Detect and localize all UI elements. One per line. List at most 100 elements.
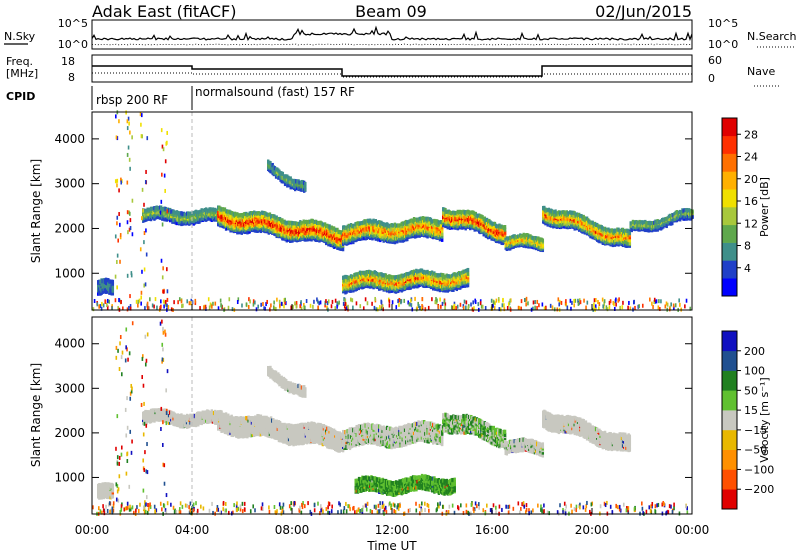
- echo-cell: [274, 306, 276, 311]
- echo-cell: [603, 301, 605, 306]
- echo-cell: [538, 303, 540, 308]
- echo-cell: [137, 303, 139, 308]
- echo-cell: [173, 300, 175, 305]
- echo-cell: [658, 299, 660, 304]
- nsky-frame: [91, 19, 693, 50]
- echo-cell: [628, 230, 632, 236]
- nsky-series: [91, 25, 693, 42]
- echo-cell: [313, 299, 315, 304]
- echo-cell: [440, 304, 442, 309]
- cpid-panel: CPID rbsp 200 RF normalsound (fast) 157 …: [6, 85, 355, 110]
- echo-cell: [204, 304, 207, 309]
- echo-cell: [99, 304, 102, 309]
- echo-cell: [205, 306, 207, 311]
- echo-cell: [503, 227, 507, 232]
- echo-cell: [532, 306, 534, 311]
- nave-series: [92, 72, 692, 78]
- echo-cell: [231, 307, 234, 312]
- echo-cell: [316, 299, 319, 304]
- nsky-tick-top: 10^5: [58, 17, 88, 30]
- nsearch-tick-bottom: 10^0: [708, 38, 738, 51]
- echo-cell: [300, 300, 302, 305]
- echo-cell: [586, 300, 589, 305]
- echo-cell: [431, 297, 433, 302]
- cpid-label: CPID: [6, 90, 35, 103]
- echo-cell: [355, 301, 358, 306]
- echo-cell: [248, 297, 250, 302]
- echo-cell: [674, 303, 677, 308]
- echo-cell: [685, 298, 688, 303]
- echo-cell: [534, 300, 536, 305]
- echo-cell: [444, 302, 447, 307]
- cpid-segment-normalsound: normalsound (fast) 157 RF: [195, 85, 355, 99]
- echo-cell: [466, 283, 470, 288]
- nsearch-label: N.Search: [747, 30, 797, 43]
- echo-cell: [606, 307, 609, 312]
- cpid-segment-rbsp: rbsp 200 RF: [96, 93, 168, 107]
- echo-cell: [111, 285, 115, 290]
- echo-cell: [678, 298, 680, 303]
- echo-cell: [671, 220, 674, 226]
- echo-cell: [406, 236, 409, 242]
- nsearch-series: [91, 43, 693, 46]
- echo-cell: [265, 302, 267, 307]
- echo-cell: [304, 187, 307, 192]
- nsky-tick-bottom: 10^0: [58, 38, 88, 51]
- echo-cell: [257, 304, 259, 309]
- nsearch-tick-top: 10^5: [708, 17, 738, 30]
- echo-cell: [334, 298, 337, 303]
- echo-cell: [186, 299, 189, 304]
- echo-cell: [503, 225, 507, 230]
- echo-cell: [593, 302, 595, 307]
- echo-cell: [300, 306, 303, 311]
- echo-cell: [583, 298, 585, 303]
- echo-cell: [260, 302, 262, 307]
- echo-cell: [391, 300, 394, 305]
- echo-cell: [466, 267, 470, 273]
- echo-cell: [618, 297, 620, 302]
- echo-cell: [615, 297, 617, 302]
- echo-cell: [334, 306, 337, 311]
- nave-tick-bottom: 0: [708, 72, 715, 85]
- echo-cell: [135, 299, 138, 304]
- echo-cell: [374, 296, 376, 301]
- echo-cell: [149, 297, 151, 302]
- echo-cell: [463, 299, 466, 304]
- echo-cell: [252, 302, 255, 307]
- echo-cell: [612, 300, 615, 305]
- date-title: 02/Jun/2015: [595, 2, 692, 21]
- echo-cell: [341, 247, 345, 252]
- echo-cell: [691, 214, 694, 219]
- beam-title: Beam 09: [355, 2, 427, 21]
- echo-cell: [419, 305, 421, 310]
- echo-cell: [634, 305, 636, 310]
- echo-cell: [494, 301, 496, 306]
- echo-cell: [156, 305, 158, 310]
- freq-tick-bottom: 8: [68, 71, 75, 84]
- echo-cell: [359, 304, 362, 309]
- echo-cell: [343, 304, 346, 309]
- freq-frame: [91, 54, 693, 83]
- echo-cell: [657, 305, 660, 310]
- echo-cell: [111, 287, 115, 292]
- echo-cell: [541, 238, 545, 243]
- echo-cell: [666, 302, 669, 307]
- freq-series: [92, 65, 692, 77]
- station-title: Adak East (fitACF): [92, 2, 236, 21]
- nsky-panel: N.Sky 10^5 10^0 10^5 10^0 N.Search: [4, 17, 797, 51]
- echo-cell: [691, 209, 694, 214]
- echo-cell: [477, 302, 480, 307]
- echo-cell: [441, 231, 444, 236]
- echo-cell: [388, 303, 391, 308]
- echo-cell: [434, 300, 437, 305]
- echo-cell: [670, 302, 672, 307]
- echo-cell: [271, 162, 274, 168]
- echo-cell: [331, 299, 334, 304]
- echo-cell: [462, 306, 465, 311]
- freq-panel: Freq. [MHz] 18 8 60 0 Nave: [6, 54, 780, 87]
- freq-tick-top: 18: [61, 55, 75, 68]
- echo-cell: [441, 237, 444, 242]
- echo-cell: [577, 301, 580, 306]
- echo-cell: [665, 223, 668, 229]
